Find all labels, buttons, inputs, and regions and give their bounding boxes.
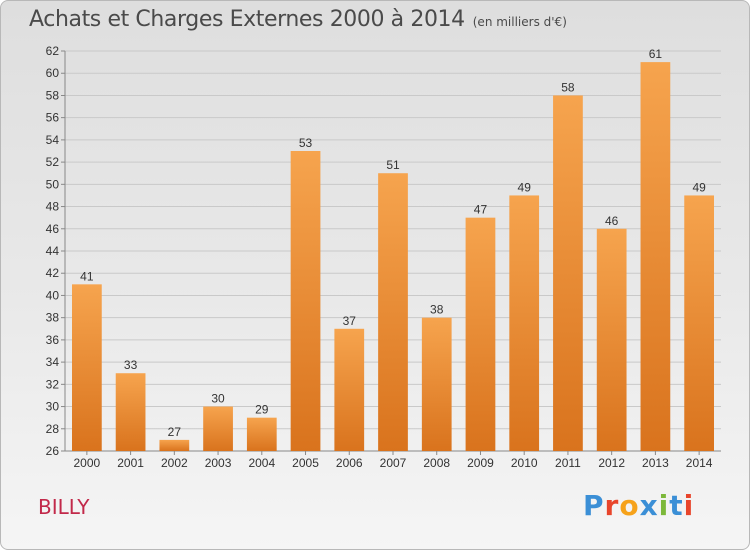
- logo-letter: r: [604, 489, 620, 522]
- logo-letter: i: [683, 489, 695, 522]
- bar-value-label: 46: [605, 214, 619, 228]
- bar-value-label: 61: [649, 47, 663, 61]
- logo-letter: i: [658, 489, 670, 522]
- bar-value-label: 37: [343, 314, 357, 328]
- y-tick-label: 34: [46, 355, 60, 369]
- chart-unit: (en milliers d'€): [472, 15, 567, 29]
- bar-value-label: 30: [211, 392, 225, 406]
- y-tick-label: 42: [46, 266, 60, 280]
- y-tick-label: 54: [46, 133, 60, 147]
- x-tick-label: 2007: [380, 456, 407, 470]
- y-tick-label: 60: [46, 66, 60, 80]
- chart-title: Achats et Charges Externes 2000 à 2014 (e…: [29, 7, 567, 32]
- bar-value-label: 29: [255, 403, 269, 417]
- x-tick-label: 2001: [117, 456, 144, 470]
- x-tick-label: 2014: [686, 456, 713, 470]
- x-tick-label: 2008: [423, 456, 450, 470]
- y-tick-label: 50: [46, 177, 60, 191]
- x-tick-label: 2000: [74, 456, 101, 470]
- bar: [553, 95, 583, 451]
- bar-value-label: 53: [299, 136, 313, 150]
- x-tick-label: 2013: [642, 456, 669, 470]
- bar-value-label: 58: [561, 80, 575, 94]
- proxiti-logo: Proxiti: [583, 489, 694, 522]
- x-tick-label: 2012: [598, 456, 625, 470]
- y-tick-label: 52: [46, 155, 60, 169]
- bar: [378, 173, 408, 451]
- y-tick-label: 44: [46, 244, 60, 258]
- bar-value-label: 38: [430, 303, 444, 317]
- y-tick-label: 30: [46, 400, 60, 414]
- bar-value-label: 49: [692, 180, 706, 194]
- logo-letter: x: [639, 489, 659, 522]
- y-tick-label: 36: [46, 333, 60, 347]
- logo-letter: t: [669, 489, 684, 522]
- bar: [246, 417, 277, 451]
- bar: [115, 373, 146, 451]
- bar-value-label: 49: [518, 180, 532, 194]
- y-tick-label: 58: [46, 88, 60, 102]
- bar-value-label: 51: [386, 158, 400, 172]
- bar-value-label: 41: [80, 269, 94, 283]
- chart-title-text: Achats et Charges Externes 2000 à 2014: [29, 7, 465, 32]
- bar: [71, 284, 102, 451]
- y-tick-label: 28: [46, 422, 60, 436]
- bar: [684, 195, 715, 451]
- y-tick-label: 48: [46, 200, 60, 214]
- commune-name: BILLY: [38, 495, 90, 519]
- bar: [640, 62, 671, 451]
- bar: [596, 228, 627, 451]
- bar: [465, 217, 496, 451]
- bar-value-label: 33: [124, 358, 138, 372]
- bar: [159, 439, 190, 451]
- y-tick-label: 40: [46, 288, 60, 302]
- bar: [509, 195, 540, 451]
- x-tick-label: 2006: [336, 456, 363, 470]
- x-tick-label: 2011: [555, 456, 581, 470]
- y-tick-label: 26: [46, 444, 60, 458]
- y-tick-label: 62: [46, 44, 60, 58]
- x-tick-label: 2002: [161, 456, 188, 470]
- y-tick-label: 38: [46, 311, 60, 325]
- bar-value-label: 47: [474, 203, 488, 217]
- y-tick-label: 32: [46, 377, 60, 391]
- x-tick-label: 2010: [511, 456, 538, 470]
- x-tick-label: 2004: [248, 456, 275, 470]
- y-tick-label: 56: [46, 111, 60, 125]
- logo-letter: o: [619, 489, 640, 522]
- logo-letter: P: [583, 489, 605, 522]
- x-tick-label: 2009: [467, 456, 494, 470]
- bar: [203, 406, 233, 451]
- bar: [290, 151, 321, 451]
- x-tick-label: 2003: [205, 456, 232, 470]
- bar: [421, 317, 452, 451]
- bar: [334, 328, 365, 451]
- y-tick-label: 46: [46, 222, 60, 236]
- bar-value-label: 27: [168, 425, 182, 439]
- x-tick-label: 2005: [292, 456, 319, 470]
